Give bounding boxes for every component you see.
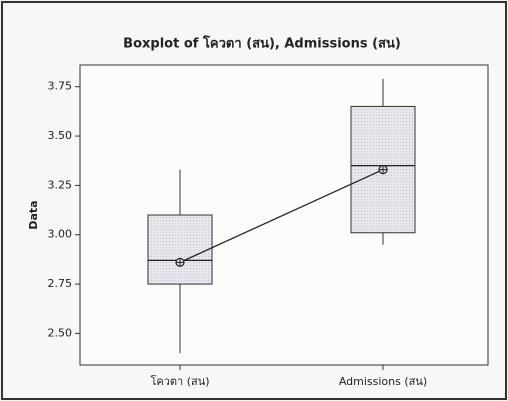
y-tick-label: 3.75 bbox=[48, 80, 73, 93]
y-axis-label: Data bbox=[27, 200, 40, 229]
chart-title: Boxplot of โควตา (สน), Admissions (สน) bbox=[123, 35, 401, 52]
x-tick-label: Admissions (สน) bbox=[339, 375, 427, 388]
y-tick-label: 3.25 bbox=[48, 178, 73, 191]
y-tick-label: 3.00 bbox=[48, 228, 73, 241]
y-tick-label: 3.50 bbox=[48, 129, 73, 142]
y-tick-label: 2.75 bbox=[48, 277, 73, 290]
x-tick-label: โควตา (สน) bbox=[150, 374, 209, 388]
box bbox=[148, 215, 212, 284]
y-tick-label: 2.50 bbox=[48, 326, 73, 339]
chart: Boxplot of โควตา (สน), Admissions (สน) D… bbox=[0, 0, 508, 401]
